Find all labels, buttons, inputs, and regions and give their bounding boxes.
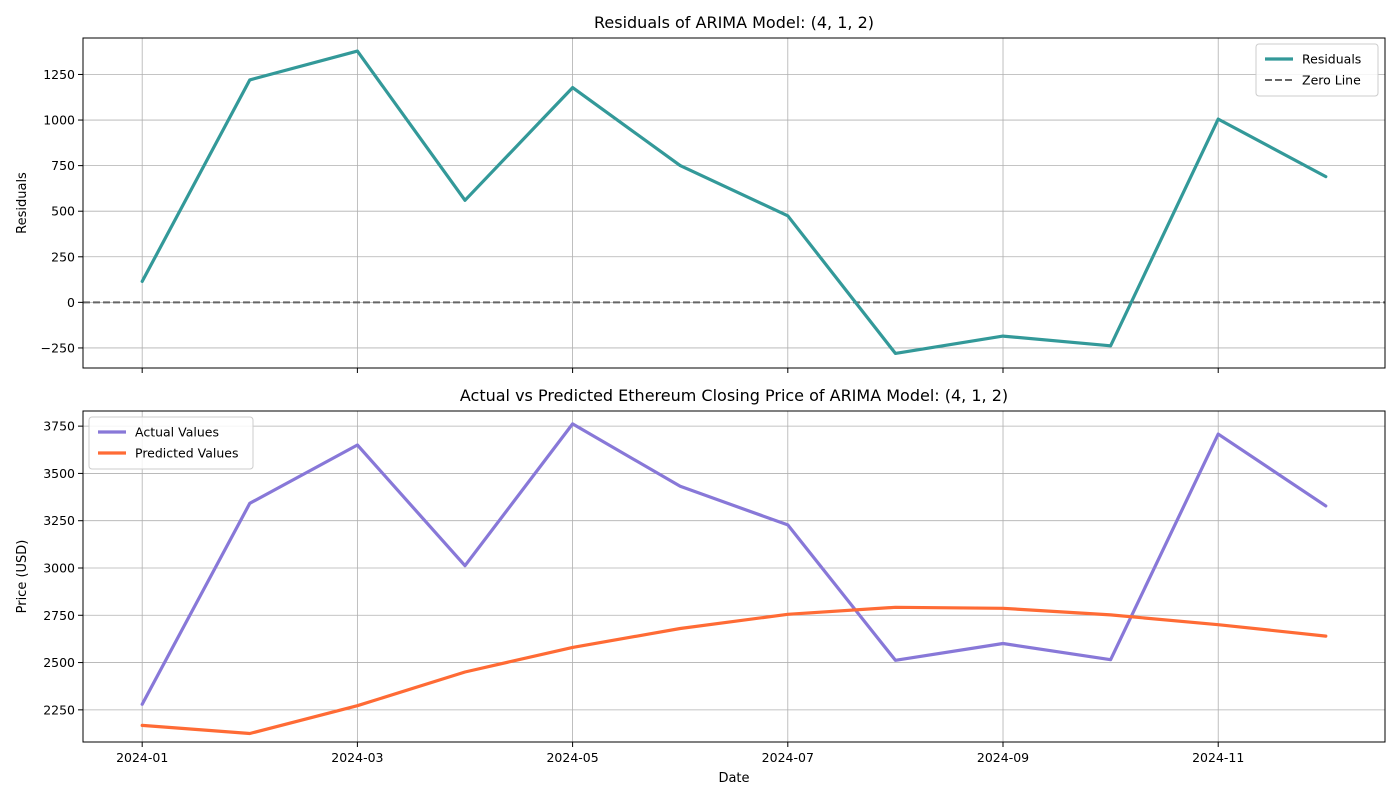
residuals-y-tick-label: 250 xyxy=(51,249,75,264)
residuals-y-tick-label: 1000 xyxy=(43,113,75,128)
price-axes-frame xyxy=(82,410,1386,743)
residuals-y-tick-label: 500 xyxy=(51,204,75,219)
price-x-tick-label: 2024-09 xyxy=(977,750,1029,765)
residuals-series-residuals xyxy=(140,49,1328,355)
residuals-y-tick-label: 1250 xyxy=(43,67,75,82)
price-y-tick-label: 2250 xyxy=(43,702,75,717)
residuals-legend-label-zero-line: Zero Line xyxy=(1302,73,1361,88)
price-legend-box xyxy=(88,416,254,470)
price-y-tick-label: 3750 xyxy=(43,419,75,434)
residuals-chart: −250 0 250 500 750 1000 1250 Residuals of ARIMA… xyxy=(15,13,1386,373)
residuals-y-tick-label: 0 xyxy=(67,295,75,310)
price-y-tick-label: 2750 xyxy=(43,608,75,623)
residuals-legend: Residuals Zero Line xyxy=(1255,43,1379,97)
price-legend-label-actual-values: Actual Values xyxy=(135,425,219,440)
residuals-legend-box xyxy=(1255,43,1379,97)
price-x-tick-label: 2024-03 xyxy=(331,750,383,765)
price-x-axis-label: Date xyxy=(718,771,749,786)
price-legend-label-predicted-values: Predicted Values xyxy=(135,446,239,461)
price-y-tick-label: 3000 xyxy=(43,560,75,575)
price-y-tick-label: 2500 xyxy=(43,655,75,670)
price-series-predicted-values xyxy=(140,605,1328,736)
price-x-tick-label: 2024-01 xyxy=(116,750,168,765)
price-y-axis-label: Price (USD) xyxy=(15,540,30,614)
price-legend: Actual Values Predicted Values xyxy=(88,416,254,470)
residuals-axes-frame xyxy=(82,37,1386,369)
residuals-title: Residuals of ARIMA Model: (4, 1, 2) xyxy=(594,13,874,32)
residuals-y-tick-label: −250 xyxy=(41,340,75,355)
price-y-tick-label: 3250 xyxy=(43,513,75,528)
price-x-tick-label: 2024-05 xyxy=(546,750,598,765)
price-title: Actual vs Predicted Ethereum Closing Pri… xyxy=(460,386,1008,405)
price-y-tick-label: 3500 xyxy=(43,466,75,481)
residuals-y-tick-label: 750 xyxy=(51,158,75,173)
residuals-legend-label-residuals: Residuals xyxy=(1302,52,1361,67)
price-x-tick-label: 2024-07 xyxy=(762,750,814,765)
price-series-actual-values xyxy=(140,422,1328,706)
residuals-y-axis-label: Residuals xyxy=(15,172,30,234)
price-x-tick-label: 2024-11 xyxy=(1192,750,1244,765)
price-chart: 2024-01 2024-03 2024-05 2024-07 2024-09 2024-… xyxy=(15,386,1386,786)
